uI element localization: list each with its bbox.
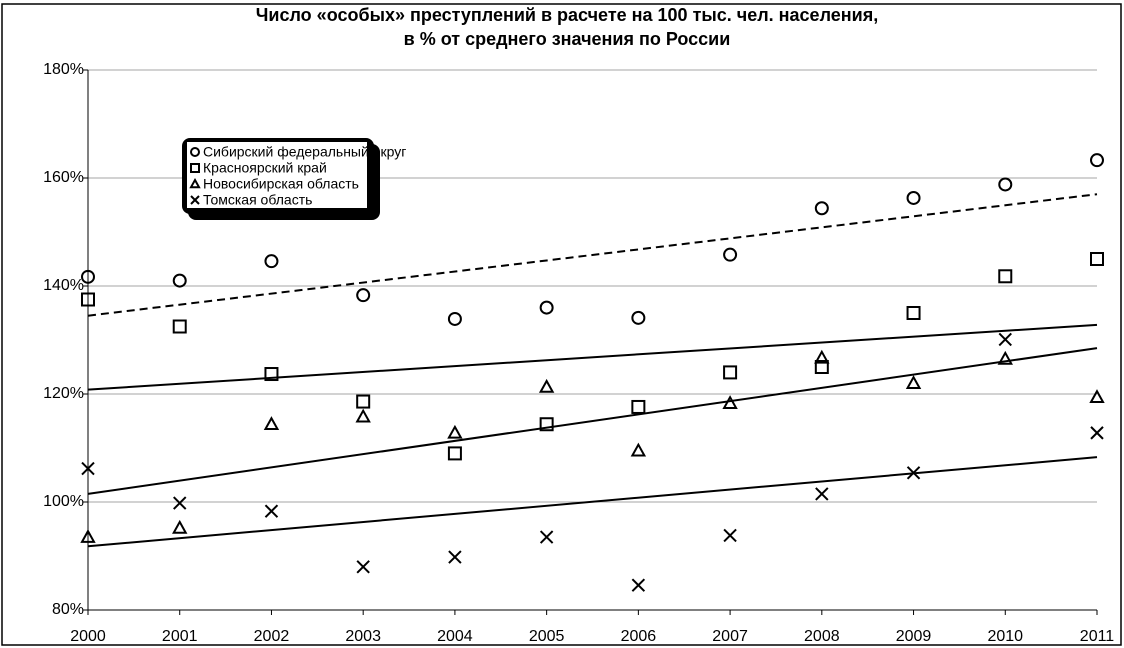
x-tick-label: 2011 [1080, 628, 1115, 645]
marker [815, 487, 829, 501]
marker [631, 399, 646, 414]
marker [906, 306, 921, 320]
x-tick-label: 2009 [896, 628, 932, 645]
y-tick-label: 120% [43, 385, 84, 402]
marker [631, 578, 646, 592]
chart-frame [1, 3, 1122, 646]
marker [998, 269, 1013, 284]
marker [264, 254, 279, 269]
x-tick-label: 2003 [345, 628, 381, 645]
y-tick-label: 100% [43, 493, 84, 510]
chart-title: в % от среднего значения по России [404, 29, 731, 49]
legend: Сибирский федеральный округКрасноярский … [182, 138, 406, 220]
chart-title: Число «особых» преступлений в расчете на… [256, 5, 878, 25]
marker [355, 408, 371, 423]
marker [723, 528, 737, 543]
marker [173, 496, 187, 510]
x-tick-label: 2001 [162, 628, 198, 645]
marker [905, 375, 922, 389]
marker [722, 395, 738, 409]
x-tick-label: 2002 [254, 628, 290, 645]
x-tick-label: 2006 [621, 628, 657, 645]
legend-label: Новосибирская область [203, 176, 359, 192]
marker [998, 332, 1012, 347]
x-tick-label: 2000 [70, 628, 106, 645]
marker [81, 292, 95, 307]
legend-label: Томская область [203, 192, 312, 208]
marker [264, 367, 279, 382]
marker [998, 177, 1013, 192]
marker [631, 310, 646, 325]
marker [190, 147, 200, 157]
legend-label: Красноярский край [203, 160, 327, 176]
marker [1090, 153, 1104, 168]
marker [630, 442, 647, 457]
marker [190, 163, 200, 173]
legend-inner [187, 142, 367, 208]
marker [172, 273, 187, 288]
marker [1089, 389, 1105, 404]
marker [906, 466, 921, 480]
trend-line [87, 193, 1098, 317]
marker [539, 417, 554, 432]
x-tick-label: 2004 [437, 628, 473, 645]
marker [1090, 426, 1104, 440]
marker [448, 550, 462, 564]
marker [263, 416, 280, 431]
marker [447, 311, 462, 326]
x-tick-label: 2008 [804, 628, 840, 645]
marker [814, 360, 829, 374]
marker [539, 530, 554, 544]
marker [189, 177, 201, 189]
marker [264, 504, 279, 518]
marker [356, 288, 371, 303]
y-tick-label: 160% [43, 169, 84, 186]
marker [356, 560, 370, 574]
y-tick-label: 140% [43, 277, 84, 294]
marker [81, 269, 95, 284]
x-tick-label: 2005 [529, 628, 565, 645]
marker [723, 247, 738, 262]
marker [172, 519, 188, 534]
marker [814, 201, 829, 216]
y-tick-label: 80% [52, 601, 84, 618]
trend-line [87, 456, 1098, 548]
marker [723, 365, 738, 380]
x-tick-label: 2010 [987, 628, 1023, 645]
marker [190, 195, 200, 205]
marker [356, 394, 371, 409]
trend-line [87, 323, 1098, 391]
marker [539, 300, 554, 315]
marker [447, 446, 462, 461]
marker [906, 190, 921, 205]
marker [997, 350, 1013, 365]
y-tick-label: 180% [43, 61, 84, 78]
marker [172, 319, 187, 334]
marker [814, 349, 830, 364]
marker [447, 424, 463, 439]
marker [1090, 252, 1104, 266]
marker [81, 461, 95, 476]
legend-label: Сибирский федеральный округ [203, 144, 406, 160]
marker [538, 378, 555, 393]
marker [80, 529, 96, 543]
trend-line [87, 347, 1098, 495]
x-tick-label: 2007 [712, 628, 748, 645]
